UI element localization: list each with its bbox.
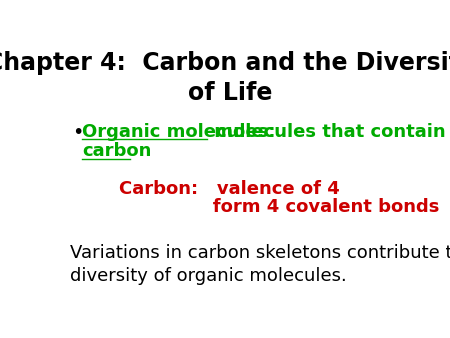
Text: •: • [72, 123, 83, 142]
Text: molecules that contain: molecules that contain [208, 123, 446, 141]
Text: Variations in carbon skeletons contribute to the
diversity of organic molecules.: Variations in carbon skeletons contribut… [70, 244, 450, 285]
Text: form 4 covalent bonds: form 4 covalent bonds [119, 198, 439, 216]
Text: Carbon:   valence of 4: Carbon: valence of 4 [119, 180, 340, 198]
Text: Chapter 4:  Carbon and the Diversity
of Life: Chapter 4: Carbon and the Diversity of L… [0, 51, 450, 105]
Text: carbon: carbon [82, 142, 152, 160]
Text: Organic molecules:: Organic molecules: [82, 123, 276, 141]
